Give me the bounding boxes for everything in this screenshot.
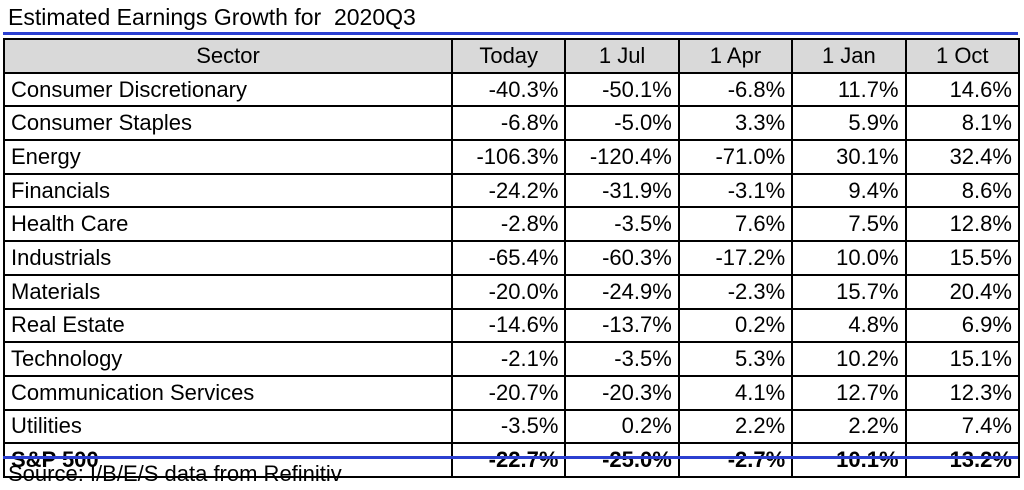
sector-cell: Consumer Discretionary xyxy=(3,71,453,108)
value-cell: -24.9% xyxy=(564,273,680,310)
column-header-1-apr: 1 Apr xyxy=(677,38,794,74)
value-cell: -31.9% xyxy=(564,172,680,209)
value-cell: -2.1% xyxy=(450,341,567,377)
sector-cell: Communication Services xyxy=(3,374,453,411)
value-cell: -50.1% xyxy=(564,71,680,108)
table-row: Consumer Staples -6.8% -5.0% 3.3% 5.9% 8… xyxy=(3,105,1020,142)
value-cell: -3.1% xyxy=(677,172,794,209)
table-row: Technology -2.1% -3.5% 5.3% 10.2% 15.1% xyxy=(3,341,1020,377)
value-cell: 15.7% xyxy=(791,273,907,310)
value-cell: -2.8% xyxy=(450,206,567,243)
total-value-cell: -2.7% xyxy=(677,442,794,478)
sector-cell: Financials xyxy=(3,172,453,209)
value-cell: 7.4% xyxy=(904,408,1020,445)
value-cell: -20.3% xyxy=(564,374,680,411)
table-row: Materials -20.0% -24.9% -2.3% 15.7% 20.4… xyxy=(3,273,1020,310)
value-cell: -3.5% xyxy=(564,341,680,377)
table-row: Health Care -2.8% -3.5% 7.6% 7.5% 12.8% xyxy=(3,206,1020,243)
total-row: S&P 500 -22.7% -25.0% -2.7% 10.1% 13.2% xyxy=(3,442,1020,478)
value-cell: -3.5% xyxy=(450,408,567,445)
table-header-row: Sector Today 1 Jul 1 Apr 1 Jan 1 Oct xyxy=(3,38,1020,74)
earnings-growth-table: Sector Today 1 Jul 1 Apr 1 Jan 1 Oct Con… xyxy=(3,38,1020,478)
total-value-cell: -25.0% xyxy=(564,442,680,478)
value-cell: 5.9% xyxy=(791,105,907,142)
table-row: Energy -106.3% -120.4% -71.0% 30.1% 32.4… xyxy=(3,139,1020,175)
value-cell: 2.2% xyxy=(677,408,794,445)
value-cell: -17.2% xyxy=(677,240,794,276)
value-cell: -2.3% xyxy=(677,273,794,310)
value-cell: -13.7% xyxy=(564,307,680,344)
value-cell: 8.1% xyxy=(904,105,1020,142)
value-cell: -71.0% xyxy=(677,139,794,175)
total-value-cell: 10.1% xyxy=(791,442,907,478)
value-cell: -20.0% xyxy=(450,273,567,310)
value-cell: 4.8% xyxy=(791,307,907,344)
total-value-cell: 13.2% xyxy=(904,442,1020,478)
column-header-1-jul: 1 Jul xyxy=(564,38,680,74)
value-cell: 10.2% xyxy=(791,341,907,377)
column-header-1-jan: 1 Jan xyxy=(791,38,907,74)
value-cell: -5.0% xyxy=(564,105,680,142)
value-cell: 32.4% xyxy=(904,139,1020,175)
value-cell: 20.4% xyxy=(904,273,1020,310)
column-header-1-oct: 1 Oct xyxy=(904,38,1020,74)
table-row: Industrials -65.4% -60.3% -17.2% 10.0% 1… xyxy=(3,240,1020,276)
total-value-cell: -22.7% xyxy=(450,442,567,478)
value-cell: 12.8% xyxy=(904,206,1020,243)
table-row: Utilities -3.5% 0.2% 2.2% 2.2% 7.4% xyxy=(3,408,1020,445)
value-cell: 3.3% xyxy=(677,105,794,142)
value-cell: 12.7% xyxy=(791,374,907,411)
value-cell: -3.5% xyxy=(564,206,680,243)
value-cell: 30.1% xyxy=(791,139,907,175)
table-row: Financials -24.2% -31.9% -3.1% 9.4% 8.6% xyxy=(3,172,1020,209)
value-cell: 9.4% xyxy=(791,172,907,209)
table-row: Communication Services -20.7% -20.3% 4.1… xyxy=(3,374,1020,411)
value-cell: -40.3% xyxy=(450,71,567,108)
value-cell: 10.0% xyxy=(791,240,907,276)
value-cell: 15.1% xyxy=(904,341,1020,377)
value-cell: 2.2% xyxy=(791,408,907,445)
value-cell: -20.7% xyxy=(450,374,567,411)
sector-cell: Consumer Staples xyxy=(3,105,453,142)
value-cell: 0.2% xyxy=(564,408,680,445)
table-row: Consumer Discretionary -40.3% -50.1% -6.… xyxy=(3,71,1020,108)
sector-cell: Materials xyxy=(3,273,453,310)
value-cell: -120.4% xyxy=(564,139,680,175)
value-cell: 12.3% xyxy=(904,374,1020,411)
value-cell: -106.3% xyxy=(450,139,567,175)
total-sector-cell: S&P 500 xyxy=(3,442,453,478)
sector-cell: Industrials xyxy=(3,240,453,276)
page-title: Estimated Earnings Growth for 2020Q3 xyxy=(8,4,416,30)
sector-cell: Utilities xyxy=(3,408,453,445)
value-cell: 7.6% xyxy=(677,206,794,243)
value-cell: 14.6% xyxy=(904,71,1020,108)
sector-cell: Real Estate xyxy=(3,307,453,344)
value-cell: -14.6% xyxy=(450,307,567,344)
value-cell: 11.7% xyxy=(791,71,907,108)
top-divider xyxy=(3,32,1018,35)
value-cell: 15.5% xyxy=(904,240,1020,276)
value-cell: 5.3% xyxy=(677,341,794,377)
value-cell: 4.1% xyxy=(677,374,794,411)
value-cell: 0.2% xyxy=(677,307,794,344)
value-cell: -24.2% xyxy=(450,172,567,209)
column-header-today: Today xyxy=(450,38,567,74)
value-cell: -65.4% xyxy=(450,240,567,276)
value-cell: 6.9% xyxy=(904,307,1020,344)
value-cell: -6.8% xyxy=(450,105,567,142)
value-cell: 8.6% xyxy=(904,172,1020,209)
value-cell: 7.5% xyxy=(791,206,907,243)
value-cell: -60.3% xyxy=(564,240,680,276)
sector-cell: Health Care xyxy=(3,206,453,243)
value-cell: -6.8% xyxy=(677,71,794,108)
sector-cell: Energy xyxy=(3,139,453,175)
sector-cell: Technology xyxy=(3,341,453,377)
table-row: Real Estate -14.6% -13.7% 0.2% 4.8% 6.9% xyxy=(3,307,1020,344)
source-note: Source: I/B/E/S data from Refinitiv xyxy=(8,461,342,486)
bottom-divider xyxy=(3,456,1018,459)
column-header-sector: Sector xyxy=(3,38,453,74)
